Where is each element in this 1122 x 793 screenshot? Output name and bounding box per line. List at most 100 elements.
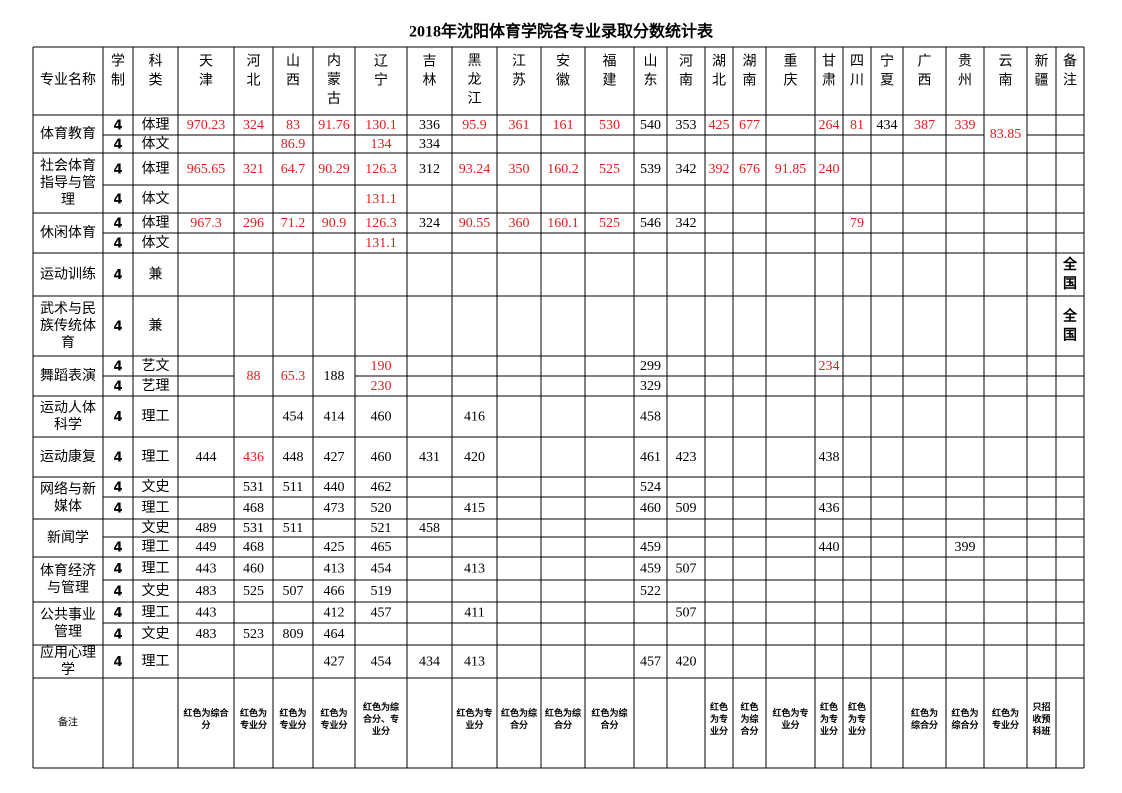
score-cell: 392	[709, 162, 730, 177]
score-cell: 190	[371, 359, 392, 374]
score-cell: 434	[419, 655, 440, 670]
score-cell: 457	[371, 606, 392, 621]
score-cell: 360	[509, 216, 530, 231]
score-cell: 440	[819, 540, 840, 555]
major-name: 休闲体育	[40, 225, 96, 241]
score-cell: 507	[676, 562, 697, 577]
program-length: 4	[113, 360, 122, 375]
score-cell: 411	[464, 606, 484, 621]
column-header: 山西	[286, 54, 300, 89]
program-length: 4	[113, 163, 122, 178]
score-cell: 71.2	[281, 216, 306, 231]
score-cell: 443	[196, 562, 217, 577]
score-cell: 91.76	[318, 118, 350, 133]
score-cell: 90.55	[459, 216, 491, 231]
subject-category: 体理	[142, 215, 170, 231]
score-cell: 489	[196, 521, 217, 536]
program-length: 4	[113, 380, 122, 395]
score-cell: 131.1	[365, 192, 397, 207]
subject-category: 理工	[142, 501, 170, 516]
score-cell: 546	[640, 216, 661, 231]
major-name: 舞蹈表演	[40, 368, 96, 384]
score-cell: 86.9	[281, 137, 306, 152]
score-cell: 454	[371, 655, 392, 670]
score-cell: 324	[243, 118, 264, 133]
score-cell: 507	[283, 584, 304, 599]
score-cell: 677	[739, 118, 760, 133]
score-cell: 420	[676, 655, 697, 670]
score-cell: 329	[640, 379, 661, 394]
column-header: 河北	[247, 54, 261, 89]
title: 2018年沈阳体育学院各专业录取分数统计表	[409, 22, 714, 41]
score-cell: 全国	[1062, 308, 1078, 344]
program-length: 4	[113, 119, 122, 134]
major-name: 公共事业管理	[40, 607, 96, 640]
major-name: 新闻学	[47, 530, 89, 546]
program-length: 4	[113, 268, 122, 283]
score-cell: 160.1	[547, 216, 579, 231]
subject-category: 理工	[142, 450, 170, 465]
score-cell: 464	[324, 627, 345, 642]
score-cell: 461	[640, 450, 661, 465]
column-header: 辽宁	[374, 54, 388, 89]
score-cell: 88	[247, 369, 261, 384]
score-cell: 965.65	[187, 162, 226, 177]
score-cell: 64.7	[281, 162, 306, 177]
note-cell: 红色为专业分	[820, 701, 838, 737]
major-name: 运动康复	[40, 448, 96, 465]
subject-category: 理工	[142, 540, 170, 555]
major-name: 运动人体科学	[40, 400, 96, 433]
score-cell: 361	[509, 118, 530, 133]
column-header: 吉林	[423, 54, 437, 89]
note-cell: 红色为专业分	[992, 707, 1019, 731]
score-cell: 523	[243, 627, 264, 642]
score-cell: 525	[599, 216, 620, 231]
note-cell: 红色为专业分	[772, 707, 808, 731]
score-cell: 296	[243, 216, 264, 231]
score-cell: 530	[599, 118, 620, 133]
score-cell: 126.3	[365, 216, 397, 231]
score-cell: 454	[371, 562, 392, 577]
score-cell: 444	[196, 450, 217, 465]
score-cell: 387	[914, 118, 935, 133]
program-length: 4	[113, 451, 122, 466]
score-cell: 465	[371, 540, 392, 555]
subject-category: 兼	[149, 267, 163, 283]
score-cell: 809	[283, 627, 304, 642]
note-cell: 红色为综合分	[183, 707, 229, 731]
score-cell: 460	[371, 450, 392, 465]
column-header: 贵州	[958, 54, 972, 89]
score-cell: 520	[371, 501, 392, 516]
score-cell: 353	[676, 118, 697, 133]
note-cell: 红色为专业分	[279, 707, 306, 731]
score-cell: 93.24	[459, 162, 491, 177]
score-cell: 539	[640, 162, 661, 177]
program-length: 4	[113, 585, 122, 600]
score-cell: 134	[371, 137, 392, 152]
score-cell: 457	[640, 655, 661, 670]
column-header: 云南	[999, 55, 1013, 89]
score-cell: 321	[243, 162, 264, 177]
score-cell: 91.85	[775, 162, 807, 177]
score-cell: 240	[819, 162, 840, 177]
note-cell: 红色为综合分	[740, 701, 758, 737]
score-cell: 458	[419, 521, 440, 536]
score-cell: 427	[324, 655, 345, 670]
score-cell: 399	[955, 540, 976, 555]
subject-category: 文史	[142, 583, 170, 599]
score-cell: 160.2	[547, 162, 579, 177]
score-cell: 460	[243, 562, 264, 577]
major-name: 网络与新媒体	[40, 482, 96, 515]
score-cell: 413	[464, 655, 485, 670]
note-cell: 红色为综合分	[591, 707, 627, 731]
score-cell: 234	[819, 359, 840, 374]
score-cell: 436	[243, 450, 264, 465]
program-length: 4	[113, 562, 122, 577]
score-cell: 324	[419, 216, 440, 231]
score-cell: 90.29	[318, 162, 350, 177]
subject-category: 体文	[142, 191, 170, 207]
major-name: 社会体育指导与管理	[40, 158, 96, 208]
score-cell: 459	[640, 540, 661, 555]
score-cell: 443	[196, 606, 217, 621]
score-cell: 459	[640, 562, 661, 577]
